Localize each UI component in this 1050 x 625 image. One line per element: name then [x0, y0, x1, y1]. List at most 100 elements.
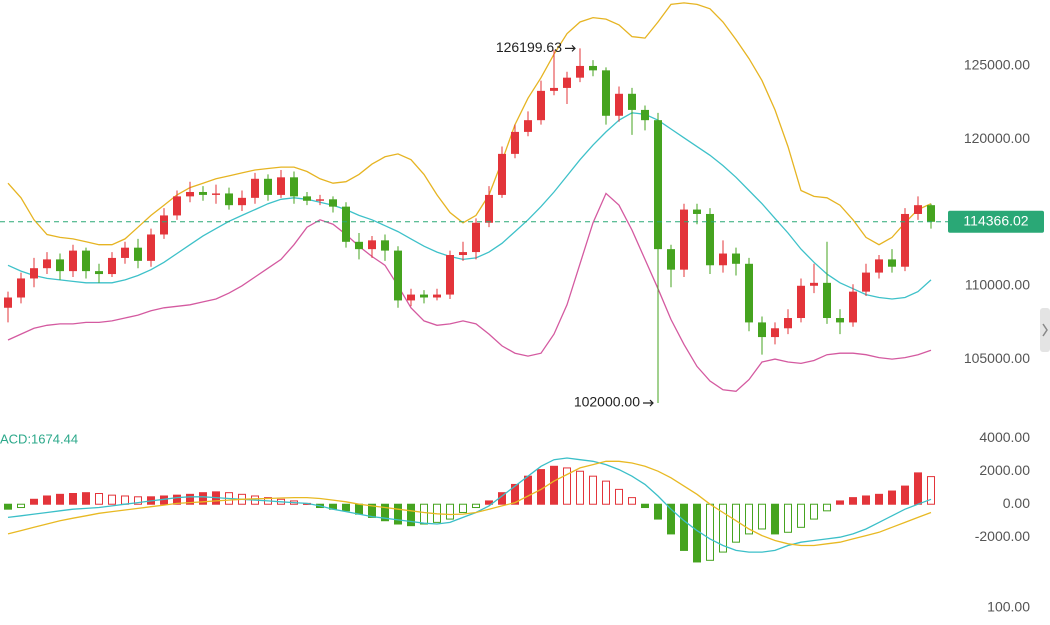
- candle-body: [69, 250, 77, 272]
- macd-bar: [407, 503, 415, 527]
- candle-body: [17, 278, 25, 298]
- macd-bar: [576, 470, 584, 505]
- macd-bar: [199, 492, 207, 505]
- candle-body: [30, 268, 38, 279]
- candle-body: [732, 253, 740, 264]
- y-tick-label: 2000.00: [979, 462, 1030, 478]
- macd-bar: [550, 465, 558, 505]
- macd-bar: [381, 503, 389, 522]
- indicator-line: [7, 2, 932, 246]
- macd-bar: [875, 493, 883, 505]
- side-handle-arrow: [1042, 323, 1048, 337]
- candle-body: [342, 206, 350, 242]
- macd-bar: [823, 503, 831, 512]
- macd-bar: [719, 503, 727, 553]
- candle-body: [914, 205, 922, 214]
- macd-bar: [914, 472, 922, 505]
- candle-body: [420, 294, 428, 298]
- extreme-arrow: [565, 44, 576, 52]
- macd-bar: [771, 503, 779, 535]
- macd-bar: [95, 493, 103, 505]
- candle-body: [836, 318, 844, 323]
- macd-bar: [446, 503, 454, 520]
- macd-bar: [849, 497, 857, 505]
- macd-bar: [862, 495, 870, 505]
- extreme-label: 126199.63: [496, 39, 562, 55]
- candle-body: [563, 77, 571, 88]
- candle-body: [472, 222, 480, 253]
- macd-bar: [108, 494, 116, 505]
- candle-body: [498, 153, 506, 195]
- candle-body: [875, 259, 883, 273]
- macd-bar: [472, 503, 480, 509]
- indicator-line: [7, 192, 932, 392]
- candle-body: [134, 247, 142, 261]
- candle-body: [290, 177, 298, 197]
- candle-body: [381, 240, 389, 251]
- candle-body: [433, 294, 441, 298]
- extreme-arrow: [643, 399, 654, 407]
- macd-bar: [121, 495, 129, 505]
- candle-body: [849, 291, 857, 323]
- macd-bar: [732, 503, 740, 543]
- candle-body: [43, 259, 51, 269]
- candle-body: [719, 253, 727, 266]
- y-tick-label: 125000.00: [964, 57, 1030, 73]
- candle-body: [537, 90, 545, 121]
- macd-bar: [628, 497, 636, 505]
- side-handle[interactable]: [1040, 308, 1050, 352]
- candle-body: [407, 294, 415, 301]
- macd-bar: [784, 503, 792, 533]
- candle-body: [888, 259, 896, 267]
- candle-body: [862, 272, 870, 292]
- candle-body: [264, 178, 272, 195]
- candle-body: [368, 240, 376, 250]
- candle-body: [173, 196, 181, 216]
- candle-body: [667, 249, 675, 270]
- y-tick-label: 100.00: [987, 599, 1030, 615]
- candle-body: [95, 271, 103, 275]
- candle-body: [745, 263, 753, 323]
- macd-bar: [511, 483, 519, 505]
- macd-bar: [459, 503, 467, 513]
- macd-bar: [589, 475, 597, 505]
- candle-body: [121, 247, 129, 258]
- candle-body: [602, 70, 610, 116]
- candle-body: [212, 193, 220, 195]
- candle-body: [628, 93, 636, 110]
- candle-body: [589, 65, 597, 71]
- candle-body: [823, 282, 831, 319]
- candle-body: [810, 282, 818, 286]
- candle-body: [797, 285, 805, 319]
- candle-body: [654, 120, 662, 250]
- macd-label: ACD:1674.44: [0, 431, 78, 446]
- y-tick-label: 4000.00: [979, 429, 1030, 445]
- candle-body: [576, 65, 584, 78]
- macd-bar: [43, 495, 51, 505]
- candle-body: [511, 131, 519, 154]
- candle-body: [277, 177, 285, 195]
- candle-body: [784, 318, 792, 329]
- macd-bar: [836, 500, 844, 505]
- y-tick-label: 105000.00: [964, 350, 1030, 366]
- macd-bar: [615, 488, 623, 505]
- extreme-label: 102000.00: [574, 394, 640, 410]
- macd-bar: [693, 503, 701, 563]
- last-price-label: 114366.02: [963, 212, 1028, 228]
- macd-bar: [680, 503, 688, 551]
- macd-bar: [69, 493, 77, 505]
- candle-body: [251, 178, 259, 198]
- candle-body: [316, 199, 324, 201]
- macd-bar: [745, 503, 753, 535]
- macd-bar: [641, 503, 649, 509]
- macd-bar: [394, 503, 402, 525]
- candle-body: [771, 328, 779, 338]
- y-tick-label: 0.00: [1003, 495, 1030, 511]
- macd-bar: [901, 485, 909, 505]
- candle-body: [641, 109, 649, 121]
- macd-bar: [342, 503, 350, 512]
- macd-bar: [17, 503, 25, 509]
- candle-body: [160, 215, 168, 235]
- macd-bar: [368, 503, 376, 518]
